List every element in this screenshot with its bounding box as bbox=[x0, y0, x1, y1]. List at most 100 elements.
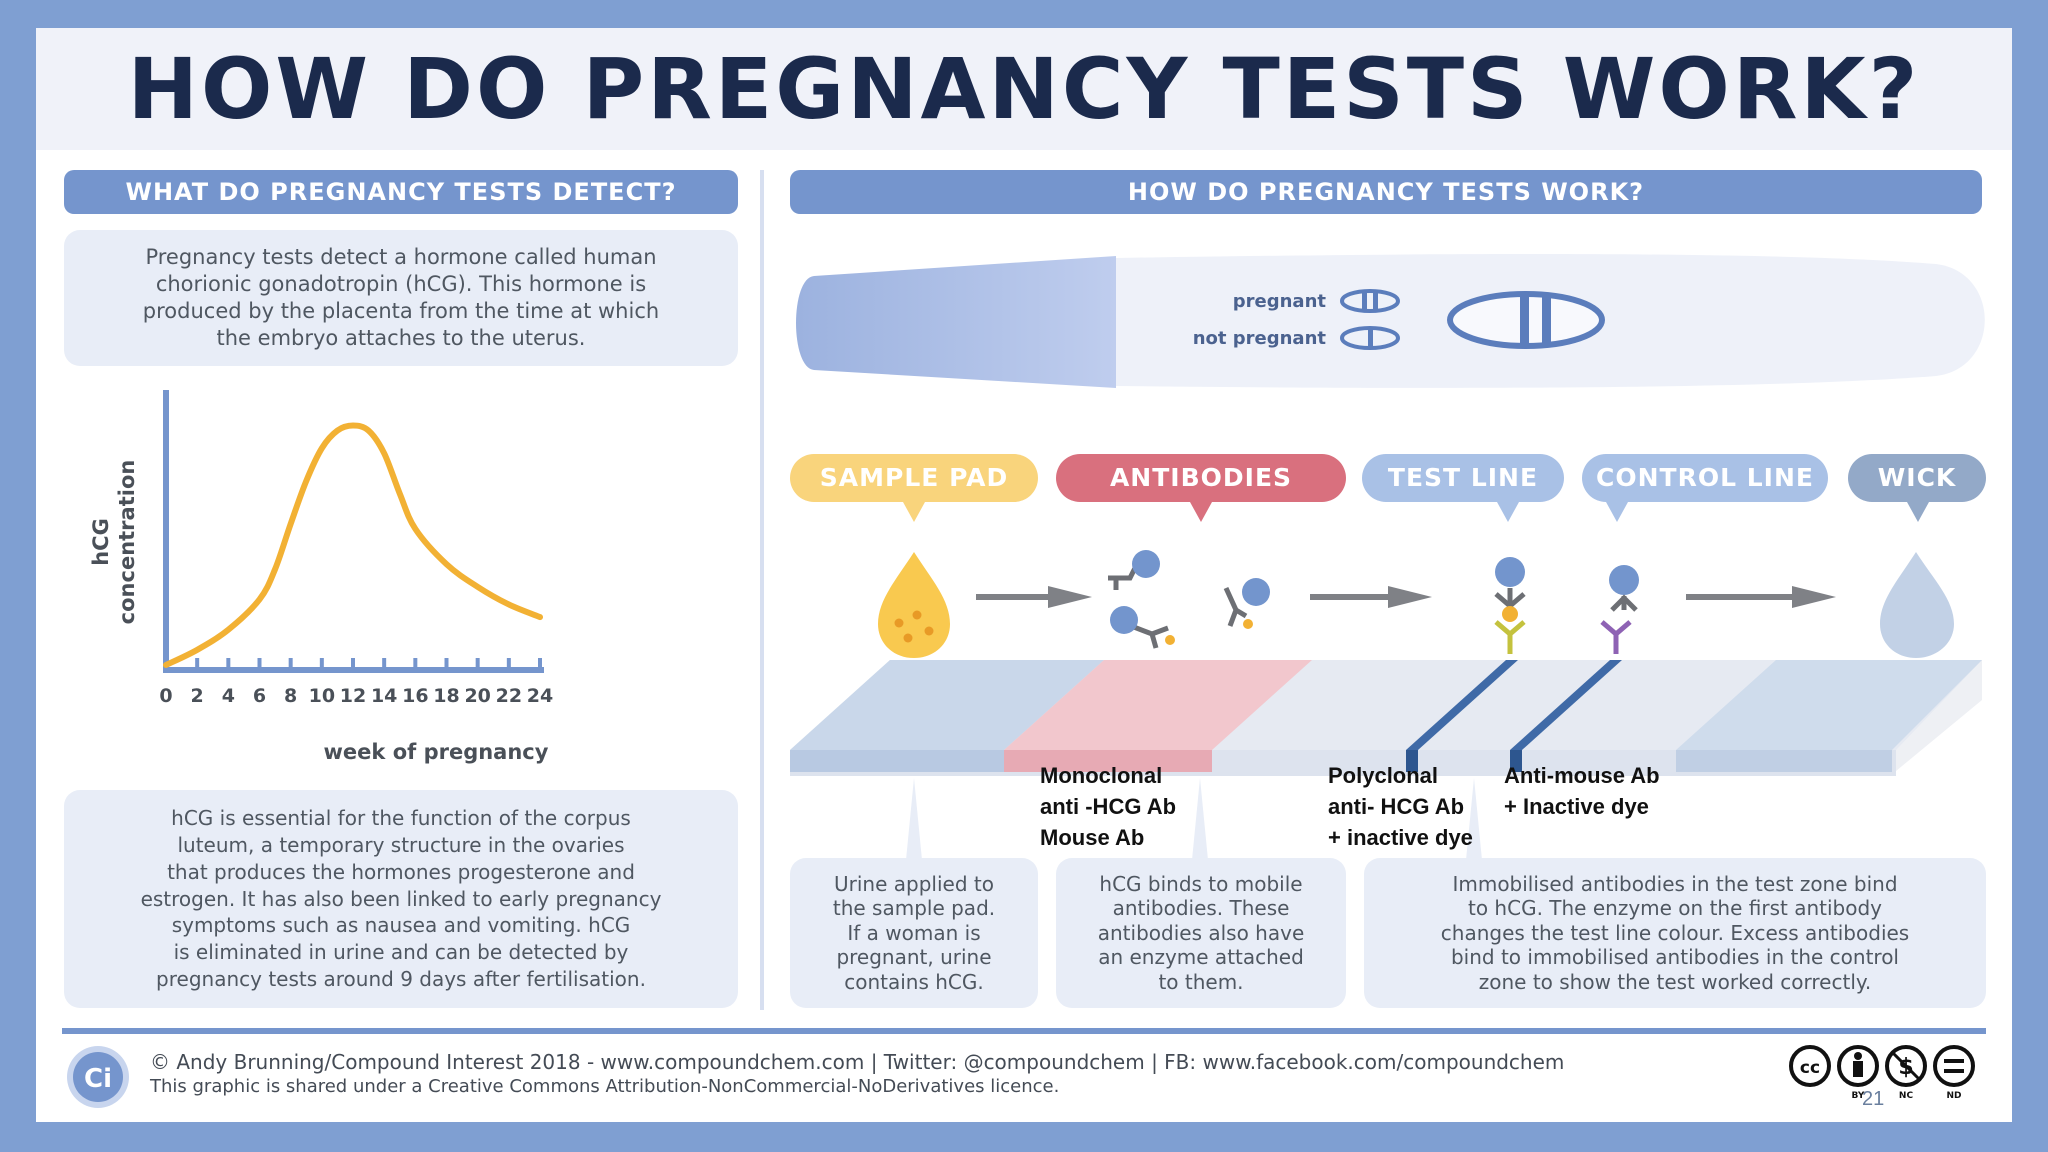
explanation-line: antibodies. These bbox=[1112, 896, 1290, 921]
explanation-line: zone to show the test worked correctly. bbox=[1478, 969, 1872, 994]
test-line-antibody-complex-icon bbox=[1494, 557, 1526, 654]
result-window bbox=[1447, 291, 1605, 349]
flow-arrow-icon bbox=[1686, 586, 1836, 608]
antibody-label-line: Anti-mouse Ab bbox=[1504, 763, 1660, 788]
explanation-pointer bbox=[906, 778, 922, 860]
hcg-concentration-line bbox=[163, 422, 543, 668]
antibody-label-polyclonal: Polyclonal anti- HCG Ab + inactive dye bbox=[1328, 760, 1473, 853]
control-line-antibody-complex-icon bbox=[1600, 565, 1639, 654]
footer-divider bbox=[62, 1028, 1986, 1034]
explanation-test-control: Immobilised antibodies in the test zone … bbox=[1364, 858, 1986, 1008]
stage-label-test-line: TEST LINE bbox=[1362, 454, 1564, 502]
cc-icon: cc bbox=[1789, 1045, 1831, 1087]
stage-label-antibodies: ANTIBODIES bbox=[1056, 454, 1346, 502]
chart-y-axis-label: concentration bbox=[115, 460, 139, 625]
conjugate-pad-zone bbox=[1004, 660, 1312, 750]
page-number: 21 bbox=[1862, 1088, 1885, 1110]
chart-x-tick-label: 16 bbox=[402, 685, 428, 707]
chart-x-tick-label: 20 bbox=[464, 685, 490, 707]
wick-drop-icon bbox=[1880, 552, 1954, 658]
cc-label-nc: NC bbox=[1899, 1091, 1914, 1101]
explanation-line: antibodies also have bbox=[1097, 920, 1305, 945]
stage-label-wick: WICK bbox=[1848, 454, 1986, 502]
control-line-band bbox=[1510, 660, 1622, 750]
compound-interest-logo: Ci bbox=[67, 1046, 129, 1108]
antibody-label-anti-mouse: Anti-mouse Ab + Inactive dye bbox=[1504, 760, 1660, 822]
info-line: hCG is essential for the function of the… bbox=[171, 806, 631, 831]
footer-credit: © Andy Brunning/Compound Interest 2018 -… bbox=[150, 1050, 1565, 1074]
explanation-sample-pad: Urine applied to the sample pad. If a wo… bbox=[790, 858, 1038, 1008]
wick-edge bbox=[1676, 750, 1892, 772]
explanation-line: an enzyme attached bbox=[1098, 945, 1304, 970]
pregnancy-test-stick: pregnant not pregnant bbox=[796, 254, 1985, 388]
info-line: that produces the hormones progesterone … bbox=[167, 859, 635, 884]
stage-pointer bbox=[1606, 502, 1628, 522]
right-section-header: HOW DO PREGNANCY TESTS WORK? bbox=[790, 170, 1982, 214]
sample-pad-zone bbox=[790, 660, 1104, 750]
antibody-label-line: Mouse Ab bbox=[1040, 825, 1145, 850]
explanation-line: hCG binds to mobile bbox=[1099, 871, 1303, 896]
explanation-line: pregnant, urine bbox=[836, 945, 992, 970]
mobile-antibody-icon bbox=[1223, 578, 1270, 629]
wick-zone bbox=[1676, 660, 1982, 750]
chart-x-tick-label: 6 bbox=[253, 685, 266, 707]
antibody-label-line: anti- HCG Ab bbox=[1328, 794, 1465, 819]
nc-dollar-icon: $ bbox=[1885, 1045, 1927, 1087]
stage-pointer bbox=[1190, 502, 1212, 522]
test-strip-diagram bbox=[790, 550, 1982, 860]
intro-line: chorionic gonadotropin (hCG). This hormo… bbox=[155, 272, 647, 296]
antibody-label-line: Polyclonal bbox=[1328, 763, 1439, 788]
antibody-label-line: anti -HCG Ab bbox=[1040, 794, 1177, 819]
by-person-icon bbox=[1837, 1045, 1879, 1087]
logo-text: Ci bbox=[84, 1064, 112, 1094]
not-pregnant-window-icon bbox=[1340, 326, 1400, 350]
antibody-label-line: + inactive dye bbox=[1328, 825, 1473, 850]
stick-cap bbox=[796, 256, 1116, 388]
info-line: pregnancy tests around 9 days after fert… bbox=[156, 966, 646, 991]
explanation-antibodies: hCG binds to mobile antibodies. These an… bbox=[1056, 858, 1346, 1008]
control-line-edge bbox=[1510, 750, 1522, 772]
mobile-antibody-icon bbox=[1110, 606, 1175, 649]
stage-pointer bbox=[1907, 502, 1929, 522]
hcg-info-box: hCG is essential for the function of the… bbox=[64, 790, 738, 1008]
chart-x-tick-label: 4 bbox=[222, 685, 235, 707]
sample-pad-edge bbox=[790, 750, 1004, 772]
left-section-header: WHAT DO PREGNANCY TESTS DETECT? bbox=[64, 170, 738, 214]
explanation-line: bind to immobilised antibodies in the co… bbox=[1450, 945, 1899, 970]
cc-label-by: BY bbox=[1852, 1091, 1865, 1101]
pregnant-label: pregnant bbox=[1233, 291, 1327, 312]
info-line: is eliminated in urine and can be detect… bbox=[173, 940, 629, 965]
chart-x-tick-label: 12 bbox=[340, 685, 366, 707]
not-pregnant-label: not pregnant bbox=[1193, 328, 1327, 349]
info-line: symptoms such as nausea and vomiting. hC… bbox=[171, 913, 631, 938]
explanation-line: Urine applied to bbox=[834, 871, 994, 896]
cc-label-nd: ND bbox=[1946, 1091, 1961, 1101]
stage-label-control-line: CONTROL LINE bbox=[1582, 454, 1828, 502]
flow-arrow-icon bbox=[976, 586, 1092, 608]
intro-line: Pregnancy tests detect a hormone called … bbox=[145, 245, 657, 269]
svg-text:cc: cc bbox=[1800, 1058, 1820, 1078]
test-line-edge bbox=[1406, 750, 1418, 772]
chart-x-tick-label: 10 bbox=[309, 685, 335, 707]
title-band bbox=[36, 28, 2012, 150]
explanation-line: Immobilised antibodies in the test zone … bbox=[1452, 871, 1898, 896]
cc-licence-badges: cc $ BY NC ND bbox=[1789, 1045, 1975, 1101]
test-line-band bbox=[1406, 660, 1518, 750]
chart-x-tick-label: 2 bbox=[191, 685, 204, 707]
stage-label-sample-pad: SAMPLE PAD bbox=[790, 454, 1038, 502]
mobile-antibody-icon bbox=[1108, 550, 1160, 590]
hcg-chart: 0 2 4 6 8 10 12 14 16 18 20 22 24 week of pregnancy … bbox=[89, 390, 553, 764]
conjugate-pad-edge bbox=[1004, 750, 1212, 772]
chart-y-axis-label: hCG bbox=[89, 518, 113, 566]
pregnant-window-icon bbox=[1340, 289, 1400, 313]
footer-licence: This graphic is shared under a Creative … bbox=[150, 1076, 1060, 1097]
explanation-line: contains hCG. bbox=[844, 969, 984, 994]
explanation-line: the sample pad. bbox=[832, 896, 996, 921]
explanation-line: If a woman is bbox=[847, 920, 981, 945]
chart-x-tick-label: 8 bbox=[284, 685, 297, 707]
chart-x-axis-label: week of pregnancy bbox=[324, 740, 549, 764]
flow-arrow-icon bbox=[1310, 586, 1432, 608]
antibody-label-monoclonal: Monoclonal anti -HCG Ab Mouse Ab bbox=[1040, 760, 1176, 853]
antibody-label-line: + Inactive dye bbox=[1504, 794, 1649, 819]
